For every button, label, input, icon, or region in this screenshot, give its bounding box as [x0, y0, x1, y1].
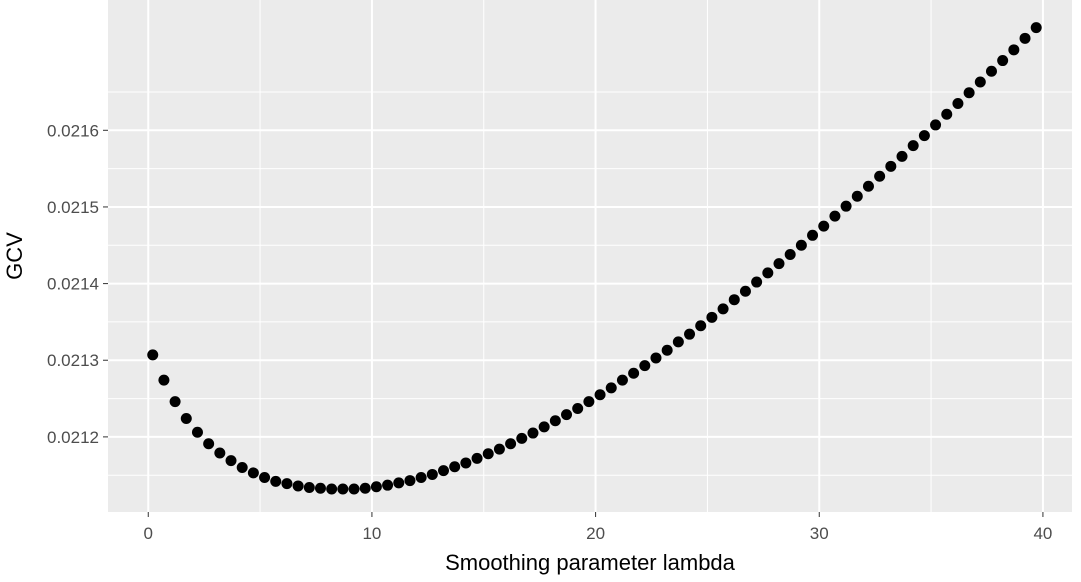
- data-point: [225, 455, 237, 467]
- data-point: [426, 468, 438, 480]
- data-point: [672, 336, 684, 348]
- data-point: [516, 432, 528, 444]
- data-point: [896, 150, 908, 162]
- data-point: [1030, 22, 1042, 34]
- data-point: [348, 483, 360, 495]
- data-point: [415, 472, 427, 484]
- y-tick-label: 0.0212: [47, 428, 99, 447]
- x-tick-label: 40: [1033, 524, 1052, 543]
- y-axis-title: GCV: [2, 232, 27, 280]
- data-point: [303, 481, 315, 493]
- data-point: [795, 239, 807, 251]
- data-point: [941, 108, 953, 120]
- data-point: [259, 472, 271, 484]
- data-point: [460, 457, 472, 469]
- data-point: [180, 412, 192, 424]
- data-point: [874, 170, 886, 182]
- data-point: [359, 482, 371, 494]
- data-point: [840, 200, 852, 212]
- data-point: [382, 479, 394, 491]
- data-point: [561, 409, 573, 421]
- data-point: [751, 276, 763, 288]
- data-point: [952, 97, 964, 109]
- data-point: [728, 294, 740, 306]
- data-point: [236, 462, 248, 474]
- data-point: [885, 160, 897, 172]
- data-point: [918, 130, 930, 142]
- data-point: [404, 475, 416, 487]
- data-point: [583, 396, 595, 408]
- data-point: [930, 119, 942, 131]
- data-point: [706, 311, 718, 323]
- y-axis-ticks: 0.0212 0.0213 0.0214 0.0215 0.0216: [47, 121, 108, 447]
- data-point: [661, 344, 673, 356]
- data-point: [449, 461, 461, 473]
- data-point: [594, 389, 606, 401]
- data-point: [862, 180, 874, 192]
- data-point: [684, 328, 696, 340]
- data-point: [471, 452, 483, 464]
- data-point: [963, 87, 975, 99]
- data-point: [527, 427, 539, 439]
- y-tick-label: 0.0214: [47, 275, 99, 294]
- y-tick-label: 0.0213: [47, 351, 99, 370]
- data-point: [493, 443, 505, 455]
- data-point: [974, 76, 986, 88]
- x-axis-ticks: 0 10 20 30 40: [144, 512, 1052, 543]
- data-point: [739, 285, 751, 297]
- data-point: [247, 467, 259, 479]
- data-point: [605, 382, 617, 394]
- data-point: [214, 447, 226, 459]
- data-point: [147, 349, 159, 361]
- data-point: [717, 303, 729, 315]
- data-point: [281, 478, 293, 490]
- data-point: [437, 465, 449, 477]
- data-point: [997, 55, 1009, 67]
- data-point: [762, 267, 774, 279]
- data-point: [985, 65, 997, 77]
- major-gridlines: [108, 0, 1072, 512]
- data-point: [314, 482, 326, 494]
- data-point: [270, 475, 282, 487]
- x-tick-label: 20: [586, 524, 605, 543]
- data-point: [818, 220, 830, 232]
- plot-panel: [108, 0, 1072, 512]
- data-point: [851, 190, 863, 202]
- data-point: [616, 374, 628, 386]
- data-point: [337, 483, 349, 495]
- data-point: [695, 320, 707, 332]
- data-point: [393, 477, 405, 489]
- data-point: [784, 248, 796, 260]
- x-axis-title: Smoothing parameter lambda: [445, 550, 736, 575]
- data-point: [538, 421, 550, 433]
- data-points: [147, 22, 1042, 495]
- data-point: [191, 426, 203, 438]
- data-point: [169, 396, 181, 408]
- data-point: [158, 374, 170, 386]
- data-point: [773, 258, 785, 270]
- data-point: [650, 352, 662, 364]
- data-point: [482, 448, 494, 460]
- data-point: [907, 140, 919, 152]
- data-point: [1008, 44, 1020, 56]
- data-point: [639, 360, 651, 372]
- data-point: [549, 415, 561, 427]
- data-point: [326, 483, 338, 495]
- x-tick-label: 0: [144, 524, 153, 543]
- data-point: [370, 481, 382, 493]
- data-point: [572, 403, 584, 415]
- data-point: [203, 438, 215, 450]
- data-point: [292, 480, 304, 492]
- y-tick-label: 0.0215: [47, 198, 99, 217]
- data-point: [505, 438, 517, 450]
- y-tick-label: 0.0216: [47, 121, 99, 140]
- data-point: [1019, 32, 1031, 44]
- data-point: [829, 210, 841, 222]
- data-point: [628, 367, 640, 379]
- x-tick-label: 30: [810, 524, 829, 543]
- data-point: [807, 229, 819, 241]
- x-tick-label: 10: [362, 524, 381, 543]
